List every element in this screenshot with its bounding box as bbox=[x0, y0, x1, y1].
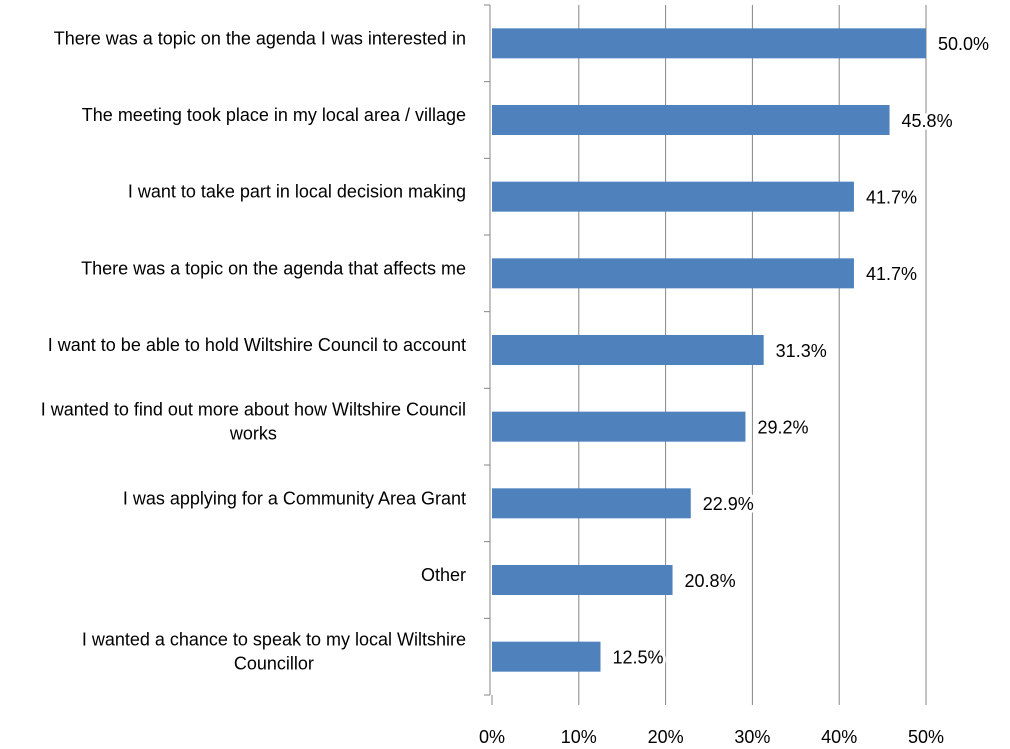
bar bbox=[492, 181, 854, 212]
category-label: Other bbox=[421, 565, 466, 585]
category-label: There was a topic on the agenda I was in… bbox=[54, 28, 466, 48]
bar bbox=[492, 335, 764, 365]
value-label: 20.8% bbox=[685, 571, 736, 591]
x-tick-label: 30% bbox=[734, 727, 770, 747]
value-label: 41.7% bbox=[866, 264, 917, 284]
value-label: 29.2% bbox=[757, 417, 808, 437]
x-tick-label: 20% bbox=[648, 727, 684, 747]
x-tick-label: 40% bbox=[821, 727, 857, 747]
bar bbox=[492, 28, 926, 59]
bar bbox=[492, 488, 691, 519]
value-label: 12.5% bbox=[613, 647, 664, 667]
category-label: I wanted a chance to speak to my local W… bbox=[82, 629, 466, 673]
bar bbox=[492, 105, 890, 135]
value-label: 41.7% bbox=[866, 187, 917, 207]
category-label: The meeting took place in my local area … bbox=[82, 105, 466, 125]
category-label: There was a topic on the agenda that aff… bbox=[81, 258, 466, 278]
value-label: 31.3% bbox=[776, 341, 827, 361]
category-label: I want to be able to hold Wiltshire Coun… bbox=[48, 335, 466, 355]
value-label: 45.8% bbox=[902, 111, 953, 131]
value-label: 50.0% bbox=[938, 34, 989, 54]
category-label: I was applying for a Community Area Gran… bbox=[123, 488, 466, 508]
value-label: 22.9% bbox=[703, 494, 754, 514]
bar bbox=[492, 411, 746, 442]
x-tick-label: 50% bbox=[908, 727, 944, 747]
category-label: I want to take part in local decision ma… bbox=[128, 181, 466, 201]
bar bbox=[492, 565, 673, 595]
x-tick-label: 10% bbox=[561, 727, 597, 747]
bar bbox=[492, 258, 854, 289]
bar bbox=[492, 641, 601, 672]
category-label: I wanted to find out more about how Wilt… bbox=[41, 399, 466, 443]
x-tick-label: 0% bbox=[479, 727, 505, 747]
